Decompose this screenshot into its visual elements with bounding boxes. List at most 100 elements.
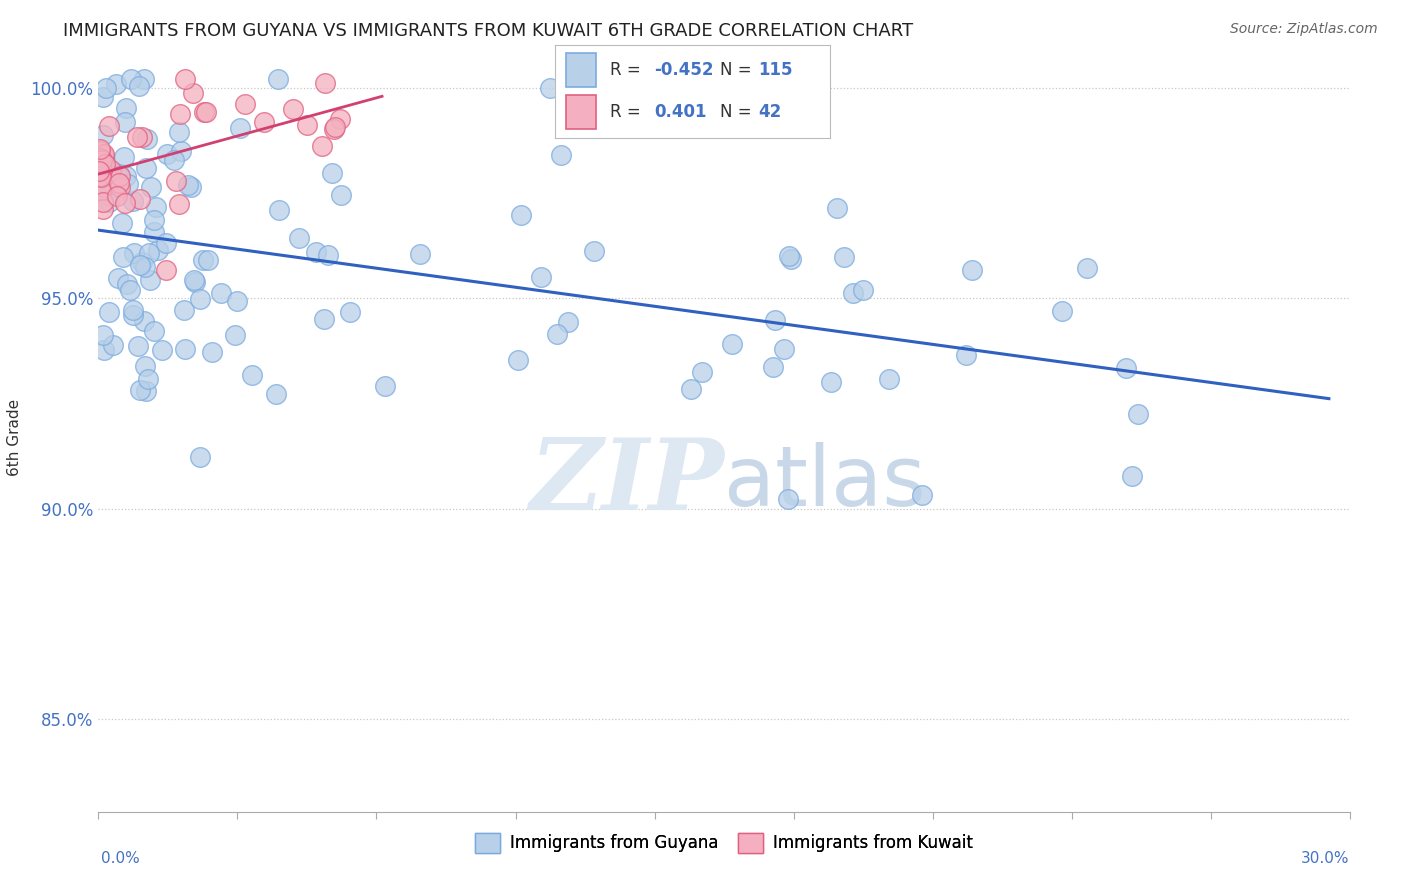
Point — [772, 343, 794, 357]
Point — [108, 176, 131, 190]
Point — [122, 302, 145, 317]
Point — [311, 139, 333, 153]
Point — [323, 122, 346, 136]
Text: -0.452: -0.452 — [654, 61, 714, 78]
Point — [145, 200, 167, 214]
Point — [233, 97, 256, 112]
Point — [111, 250, 134, 264]
Point — [267, 202, 290, 217]
Point — [118, 283, 141, 297]
Point — [122, 194, 145, 208]
Point — [139, 272, 162, 286]
Text: 0.0%: 0.0% — [101, 851, 141, 865]
Point — [100, 162, 122, 177]
Point — [778, 249, 800, 263]
Point — [93, 152, 115, 166]
Point — [89, 151, 111, 165]
Point — [94, 80, 117, 95]
Point — [125, 130, 148, 145]
Point — [169, 197, 191, 211]
Point — [107, 167, 129, 181]
Point — [174, 72, 197, 87]
Point — [167, 125, 190, 139]
Point — [114, 114, 136, 128]
Point — [191, 253, 214, 268]
Text: ZIP: ZIP — [529, 434, 724, 530]
Point — [111, 216, 134, 230]
Point — [135, 161, 157, 176]
Point — [143, 225, 166, 239]
Point — [110, 180, 132, 194]
Point — [339, 305, 361, 319]
Point — [762, 360, 785, 375]
Point — [173, 343, 195, 357]
Point — [506, 353, 529, 368]
Point — [374, 378, 396, 392]
Point — [188, 450, 211, 465]
Point — [93, 181, 115, 195]
Point — [105, 173, 128, 187]
Point — [98, 305, 121, 319]
Point — [91, 153, 114, 168]
Point — [97, 119, 120, 133]
Point — [266, 386, 288, 401]
Point — [911, 488, 934, 502]
Point — [224, 328, 246, 343]
Point — [253, 115, 276, 129]
Point — [103, 338, 125, 352]
FancyBboxPatch shape — [567, 53, 596, 87]
Point — [955, 348, 977, 362]
Point — [132, 314, 155, 328]
Text: 30.0%: 30.0% — [1302, 851, 1350, 865]
Point — [195, 105, 218, 120]
Point — [131, 130, 153, 145]
Point — [1121, 469, 1143, 483]
Point — [93, 180, 115, 194]
Point — [229, 121, 252, 136]
Text: atlas: atlas — [724, 442, 925, 523]
Point — [690, 365, 713, 379]
Point — [104, 77, 127, 91]
Point — [177, 178, 200, 192]
Point — [1076, 261, 1098, 276]
Point — [1126, 407, 1149, 421]
Point — [778, 491, 800, 506]
Point — [321, 166, 343, 180]
Point — [91, 328, 114, 343]
Point — [115, 101, 138, 115]
Point — [183, 86, 205, 100]
Point — [550, 148, 572, 162]
Point — [166, 173, 188, 187]
Point — [184, 276, 207, 290]
Point — [679, 382, 702, 396]
Point — [763, 313, 786, 327]
Point — [128, 383, 150, 397]
Point — [91, 195, 114, 210]
Point — [312, 312, 335, 326]
Point — [582, 244, 605, 258]
Point — [155, 235, 177, 250]
Point — [183, 273, 205, 287]
Point — [509, 209, 531, 223]
Text: N =: N = — [720, 61, 756, 78]
Text: 115: 115 — [758, 61, 793, 78]
Point — [557, 315, 579, 329]
Point — [834, 250, 856, 264]
Point — [209, 286, 232, 301]
Point — [91, 90, 114, 104]
Text: N =: N = — [720, 103, 756, 121]
Point — [94, 157, 117, 171]
Point — [329, 187, 352, 202]
Point — [105, 189, 128, 203]
Point — [841, 286, 863, 301]
Point — [820, 375, 842, 389]
Text: R =: R = — [610, 61, 647, 78]
Point — [825, 201, 848, 215]
Text: R =: R = — [610, 103, 647, 121]
Point — [538, 81, 561, 95]
Point — [169, 107, 191, 121]
Text: 42: 42 — [758, 103, 782, 121]
Point — [150, 343, 173, 357]
Point — [316, 248, 339, 262]
Point — [408, 247, 430, 261]
